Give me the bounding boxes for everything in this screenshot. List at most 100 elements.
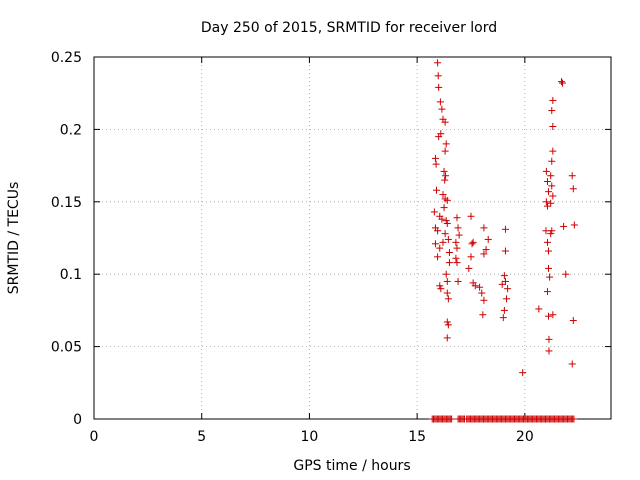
x-tick-label: 5 <box>197 429 206 445</box>
grid-lines <box>94 57 611 419</box>
data-point <box>545 347 553 355</box>
data-point <box>442 140 450 148</box>
data-point <box>438 215 446 223</box>
data-point <box>433 186 441 194</box>
data-point <box>570 221 578 229</box>
y-tick-label: 0.1 <box>60 267 82 283</box>
data-point <box>453 214 461 222</box>
data-point <box>546 273 554 281</box>
axis-ticks <box>93 56 611 420</box>
data-point <box>498 280 506 288</box>
data-point <box>543 178 551 186</box>
data-point <box>499 314 507 322</box>
data-point <box>501 225 509 233</box>
data-point <box>547 230 555 238</box>
data-point <box>547 172 555 180</box>
data-point <box>443 277 451 285</box>
y-axis-label: SRMTID / TECUs <box>6 182 22 295</box>
data-point <box>542 167 550 175</box>
data-point <box>438 105 446 113</box>
data-point <box>482 246 490 254</box>
data-point <box>545 188 553 196</box>
data-point <box>467 253 475 261</box>
data-point <box>440 204 448 212</box>
data-point <box>547 199 555 207</box>
data-point <box>435 133 443 141</box>
data-point <box>501 277 509 285</box>
data-point <box>436 244 444 252</box>
zero-data-point <box>570 415 578 423</box>
data-point <box>557 78 565 86</box>
data-point <box>569 317 577 325</box>
data-point <box>443 334 451 342</box>
data-point <box>454 224 462 232</box>
data-point <box>465 264 473 272</box>
x-tick-label: 10 <box>301 429 319 445</box>
data-point <box>504 285 512 293</box>
data-point <box>500 306 508 314</box>
data-point <box>503 295 511 303</box>
data-point <box>545 264 553 272</box>
data-point <box>435 83 443 91</box>
data-point <box>471 282 479 290</box>
data-point <box>478 289 486 297</box>
y-tick-label: 0.05 <box>51 340 82 356</box>
data-point <box>442 217 450 225</box>
data-point <box>455 231 463 239</box>
y-tick-label: 0.25 <box>51 50 82 66</box>
data-point <box>444 321 452 329</box>
data-point <box>453 244 461 252</box>
data-point <box>548 157 556 165</box>
data-point <box>444 295 452 303</box>
data-point <box>436 98 444 106</box>
data-points <box>428 59 578 423</box>
data-point <box>441 176 449 184</box>
y-tick-label: 0 <box>73 412 82 428</box>
x-tick-label: 0 <box>90 429 99 445</box>
data-point <box>452 238 460 246</box>
data-point <box>436 282 444 290</box>
data-point <box>452 254 460 262</box>
data-point <box>484 235 492 243</box>
data-point <box>444 235 452 243</box>
data-point <box>443 220 451 228</box>
data-point <box>545 335 553 343</box>
data-point <box>441 118 449 126</box>
data-point <box>440 167 448 175</box>
y-axis-tick-labels: 0 0.05 0.1 0.15 0.2 0.25 <box>51 50 82 428</box>
data-point <box>467 212 475 220</box>
data-point <box>548 227 556 235</box>
data-point <box>568 360 576 368</box>
y-tick-label: 0.15 <box>51 195 82 211</box>
data-point <box>535 305 543 313</box>
y-tick-label: 0.2 <box>60 122 82 138</box>
data-point <box>445 248 453 256</box>
x-tick-label: 15 <box>408 429 426 445</box>
x-axis-tick-labels: 0 5 10 15 20 <box>90 429 534 445</box>
data-point <box>454 277 462 285</box>
data-point <box>469 238 477 246</box>
data-point <box>476 283 484 291</box>
data-point <box>453 259 461 267</box>
data-point <box>549 147 557 155</box>
data-point <box>439 191 447 199</box>
data-point <box>441 147 449 155</box>
data-point <box>549 311 557 319</box>
data-point <box>568 172 576 180</box>
data-point <box>442 172 450 180</box>
data-point <box>569 185 577 193</box>
data-point <box>500 272 508 280</box>
data-point <box>437 285 445 293</box>
data-point <box>548 182 556 190</box>
data-point <box>559 79 567 87</box>
data-point <box>545 247 553 255</box>
data-point <box>480 250 488 258</box>
data-point <box>434 253 442 261</box>
data-point <box>519 369 527 377</box>
data-point <box>468 240 476 248</box>
data-point <box>434 59 442 67</box>
data-point <box>430 208 438 216</box>
data-point <box>543 288 551 296</box>
data-point <box>443 196 451 204</box>
